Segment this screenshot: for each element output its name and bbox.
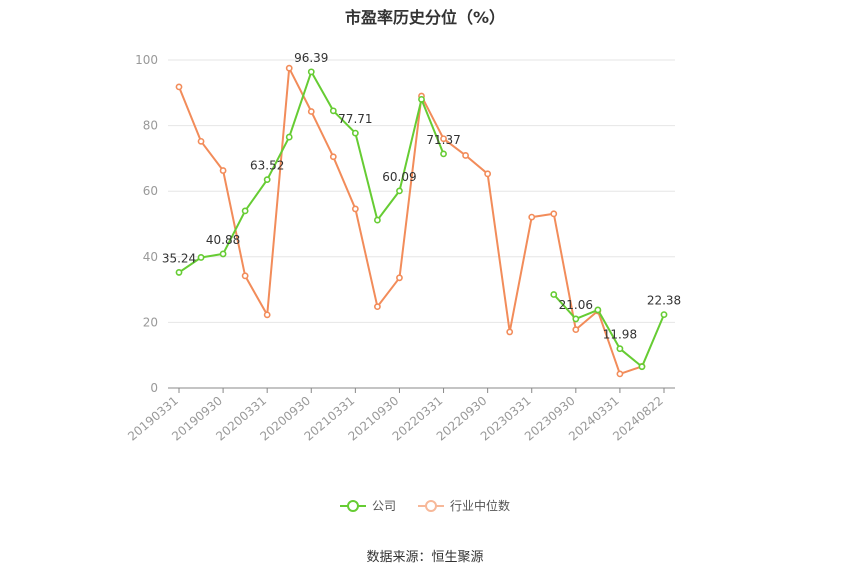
y-tick-label: 60	[143, 184, 158, 198]
data-label: 96.39	[294, 51, 328, 65]
data-point	[329, 153, 337, 161]
data-point	[241, 272, 249, 280]
y-tick-label: 20	[143, 315, 158, 329]
data-point	[307, 68, 315, 76]
data-label: 77.71	[338, 112, 372, 126]
axes: 0204060801002019033120190930202003312020…	[125, 53, 675, 444]
data-labels: 35.24 40.88 63.52 96.39 77.71 60.09 71.37 21.06…	[162, 51, 681, 342]
series-line	[178, 67, 643, 375]
data-point	[374, 303, 381, 311]
data-point	[285, 64, 293, 72]
data-point	[351, 129, 359, 137]
legend-swatch-industry-median	[418, 499, 444, 513]
legend-item-industry-median[interactable]: 行业中位数	[418, 497, 510, 514]
data-label: 21.06	[559, 298, 593, 312]
legend-item-company[interactable]: 公司	[339, 497, 396, 514]
data-label: 11.98	[603, 328, 637, 342]
data-label: 60.09	[382, 170, 416, 184]
data-point	[219, 167, 227, 174]
data-label: 35.24	[162, 251, 196, 265]
y-tick-label: 40	[143, 250, 158, 264]
data-point	[285, 133, 293, 141]
series-industry-median	[175, 64, 646, 378]
data-point	[329, 107, 337, 115]
data-point	[484, 170, 492, 178]
data-point	[307, 108, 315, 115]
data-point	[374, 216, 381, 224]
data-point	[197, 137, 205, 145]
y-tick-label: 0	[150, 381, 158, 395]
data-label: 71.37	[426, 133, 460, 147]
legend-label-company: 公司	[371, 499, 396, 513]
data-label: 40.88	[206, 233, 240, 247]
data-point	[197, 254, 205, 261]
data-point	[219, 250, 227, 258]
data-point	[594, 306, 602, 314]
data-label: 22.38	[647, 294, 681, 308]
data-point	[263, 176, 271, 184]
series-lines	[175, 64, 668, 378]
data-point	[550, 210, 558, 218]
data-point	[616, 345, 624, 353]
series-line	[553, 293, 665, 368]
y-tick-label: 100	[135, 53, 158, 67]
grid-lines	[168, 59, 675, 323]
data-point	[572, 315, 580, 323]
data-point	[175, 269, 183, 276]
data-point	[396, 274, 403, 282]
series-company	[175, 68, 668, 371]
data-point	[616, 370, 624, 378]
data-point	[263, 311, 271, 319]
data-source: 数据来源：恒生聚源	[366, 550, 484, 565]
data-point	[528, 213, 536, 221]
data-point	[638, 363, 646, 371]
legend-swatch-company	[339, 499, 366, 513]
data-point	[660, 311, 668, 318]
data-point	[572, 326, 580, 334]
data-point	[440, 150, 447, 158]
legend: 公司 行业中位数	[0, 497, 850, 514]
data-point	[418, 95, 425, 103]
data-point	[351, 205, 359, 213]
y-tick-label: 80	[143, 119, 158, 133]
data-point	[550, 291, 558, 298]
data-point	[462, 152, 469, 159]
data-point	[506, 328, 514, 336]
chart-title: 市盈率历史分位（%）	[344, 8, 506, 27]
data-label: 63.52	[250, 159, 284, 173]
data-point	[440, 135, 447, 143]
data-point	[175, 83, 183, 91]
data-point	[396, 187, 403, 195]
data-point	[241, 207, 249, 215]
legend-label-industry-median: 行业中位数	[450, 499, 511, 513]
